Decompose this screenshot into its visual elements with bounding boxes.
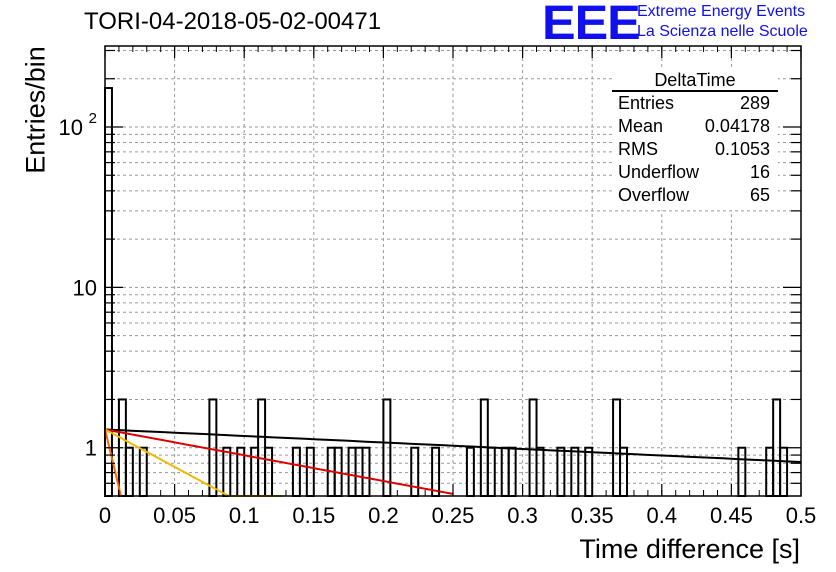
stats-box: DeltaTime Entries 289 Mean 0.04178 RMS 0… [612,70,778,210]
stats-value: 0.1053 [714,139,770,159]
y-tick-label: 10 [59,115,83,140]
stats-label: RMS [618,139,658,159]
y-tick-label: 1 [85,436,97,461]
stats-label: Mean [618,116,664,136]
x-tick-label: 0.45 [710,503,753,528]
stats-value: 16 [749,162,770,182]
stats-row-overflow: Overflow 65 [618,185,770,207]
x-axis-label: Time difference [s] [579,534,800,564]
stats-label: Overflow [618,185,690,205]
x-tick-label: 0.5 [786,503,817,528]
stats-title: DeltaTime [654,70,736,90]
x-tick-label: 0.3 [507,503,538,528]
x-tick-label: 0 [99,503,111,528]
y-axis-label: Entries/bin [20,46,51,174]
logo-line-1: Extreme Energy Events [637,3,806,20]
stats-value: 65 [749,185,770,205]
x-tick-label: 0.2 [368,503,399,528]
x-tick-label: 0.1 [229,503,260,528]
fit-curve [104,429,122,497]
stats-row-mean: Mean 0.04178 [618,116,770,138]
stats-value: 0.04178 [704,116,770,136]
x-tick-label: 0.35 [571,503,614,528]
stats-row-underflow: Underflow 16 [618,162,770,184]
stats-row-rms: RMS 0.1053 [618,139,770,161]
chart-title: TORI-04-2018-05-02-00471 [84,8,382,35]
x-tick-label: 0.4 [647,503,678,528]
eee-logo: EEE [542,0,641,50]
fit-curve [104,428,454,495]
y-tick-label-exponent: 2 [89,110,97,127]
stats-divider [612,90,778,92]
stats-label: Entries [618,93,675,113]
x-tick-label: 0.25 [432,503,475,528]
stats-value: 289 [739,93,770,113]
x-tick-label: 0.15 [292,503,335,528]
y-tick-label: 10 [73,275,97,300]
stats-label: Underflow [618,162,700,182]
logo-line-2: La Scienza nelle Scuole [637,23,808,40]
x-tick-label: 0.05 [153,503,196,528]
fit-curve [104,428,802,463]
fit-curve [104,428,284,497]
stats-row-entries: Entries 289 [618,93,770,115]
